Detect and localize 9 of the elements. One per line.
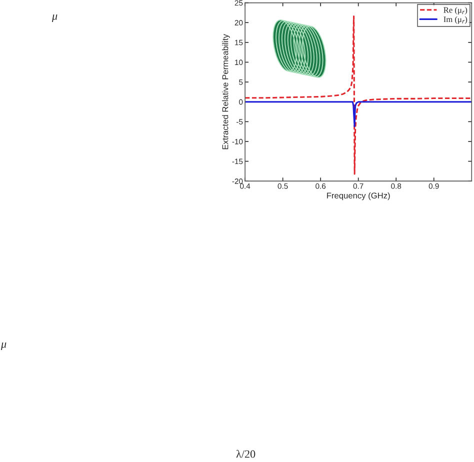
legend-label: Im (μ$_{r}$) — [444, 16, 468, 24]
text: μ — [0, 342, 6, 350]
legend-label: Re (μ$_{r}$) — [444, 6, 468, 15]
y-axis-title: Extracted Relative Permeability — [222, 34, 230, 150]
line-series — [245, 15, 472, 175]
x-axis-title: Frequency (GHz) — [327, 192, 390, 200]
text: λ/20 — [236, 450, 256, 458]
line-series — [245, 101, 472, 128]
text: μ — [52, 14, 58, 22]
